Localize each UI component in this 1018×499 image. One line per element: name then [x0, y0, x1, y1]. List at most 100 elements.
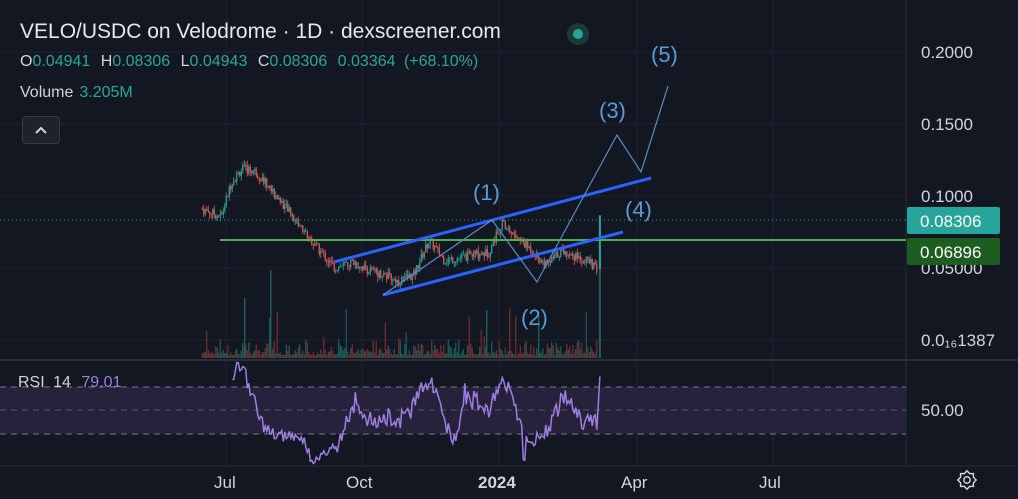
- volume-bar: [204, 351, 206, 358]
- volume-bar: [449, 346, 451, 358]
- candle-body: [416, 265, 418, 275]
- volume-bar: [416, 350, 418, 358]
- candle-body: [206, 208, 208, 211]
- candle-body: [459, 257, 461, 259]
- volume-bar: [341, 346, 343, 358]
- volume-bar: [428, 351, 430, 358]
- volume-bar: [447, 338, 449, 358]
- volume-bar: [299, 344, 301, 358]
- candle-body: [503, 219, 505, 222]
- change-value: 0.03364: [337, 53, 396, 70]
- volume-bar: [461, 352, 463, 358]
- volume-bar: [332, 350, 334, 358]
- volume-bar: [225, 353, 227, 358]
- candle-body: [542, 260, 544, 262]
- volume-bar: [552, 345, 554, 358]
- volume-bar: [375, 341, 377, 358]
- candle-body: [330, 260, 332, 262]
- volume-bar: [257, 350, 259, 358]
- candle-body-latest: [598, 215, 601, 270]
- elliott-wave-path[interactable]: [382, 85, 669, 296]
- time-tick: Jul: [214, 473, 236, 492]
- volume-bar: [309, 354, 311, 358]
- wave-labels: (1) (2) (3) (4) (5): [473, 42, 678, 330]
- candle-body: [470, 251, 472, 254]
- settings-button[interactable]: [956, 469, 978, 491]
- volume-bar: [266, 343, 268, 358]
- candle-body: [575, 252, 577, 261]
- candle-body: [554, 254, 556, 259]
- volume-bar: [594, 353, 596, 358]
- volume-bar: [455, 342, 457, 358]
- candle-body: [395, 279, 397, 284]
- volume-bar: [489, 354, 491, 358]
- volume-bar: [543, 354, 545, 358]
- candle-body: [584, 262, 586, 264]
- volume-bar: [261, 352, 263, 358]
- candle-body: [434, 246, 436, 249]
- candle-body: [596, 264, 598, 272]
- volume-bar: [536, 348, 538, 358]
- volume-bar: [530, 344, 532, 358]
- candle-body: [275, 195, 277, 198]
- candle-body: [336, 270, 338, 271]
- candle-body: [455, 262, 457, 263]
- volume-bar: [551, 341, 553, 358]
- candle-body: [246, 165, 248, 174]
- candle-body: [393, 279, 395, 281]
- candle-body: [359, 267, 361, 268]
- live-dot-icon[interactable]: [567, 23, 589, 45]
- time-tick: Jul: [759, 473, 781, 492]
- candle-body: [354, 262, 356, 265]
- volume-bar: [264, 348, 266, 358]
- candle-body: [420, 253, 422, 263]
- candle-body: [398, 279, 400, 285]
- volume-bar: [244, 298, 246, 358]
- volume-bar: [522, 352, 524, 358]
- candle-body: [485, 249, 487, 257]
- volume-bar: [410, 354, 412, 358]
- candle-body: [219, 213, 221, 217]
- candle-body: [560, 248, 562, 258]
- candle-body: [236, 173, 238, 182]
- volume-bar: [575, 348, 577, 358]
- volume-bar: [290, 354, 292, 358]
- candle-body: [582, 261, 584, 264]
- candle-body: [284, 204, 286, 210]
- volume-bar: [443, 344, 445, 358]
- collapse-legend-button[interactable]: [22, 116, 60, 144]
- candle-body: [464, 254, 466, 256]
- volume-bar: [203, 352, 205, 358]
- volume-bar: [228, 354, 230, 358]
- volume-bar: [567, 349, 569, 358]
- volume-bar: [272, 348, 274, 358]
- candle-body: [365, 265, 367, 268]
- volume-bar: [411, 354, 413, 358]
- volume-bar: [291, 354, 293, 358]
- time-tick: Apr: [621, 473, 648, 492]
- candle-body: [318, 244, 320, 255]
- channel-lower-line[interactable]: [382, 230, 624, 297]
- candle-body: [407, 274, 409, 278]
- volume-bar: [503, 354, 505, 358]
- candle-body: [224, 205, 226, 211]
- volume-bar: [210, 352, 212, 358]
- volume-bar: [450, 347, 452, 358]
- volume-bar: [302, 350, 304, 358]
- candle-body: [591, 258, 593, 269]
- candle-body: [552, 256, 554, 259]
- candle-body: [450, 257, 452, 259]
- candle-body: [405, 274, 407, 276]
- candle-body: [456, 258, 458, 263]
- candle-body: [507, 227, 509, 229]
- candle-body: [576, 252, 578, 259]
- price-axis[interactable]: 0.2000 0.1500 0.1000 0.05000 0.0₁₆1387: [921, 43, 995, 350]
- volume-bar: [221, 352, 223, 358]
- candle-body: [215, 214, 217, 219]
- candle-body: [387, 272, 389, 280]
- time-axis[interactable]: Jul Oct 2024 Apr Jul: [214, 473, 781, 492]
- volume-bar: [267, 343, 269, 358]
- wave-label-4: (4): [625, 197, 652, 222]
- volume-bar: [318, 354, 320, 358]
